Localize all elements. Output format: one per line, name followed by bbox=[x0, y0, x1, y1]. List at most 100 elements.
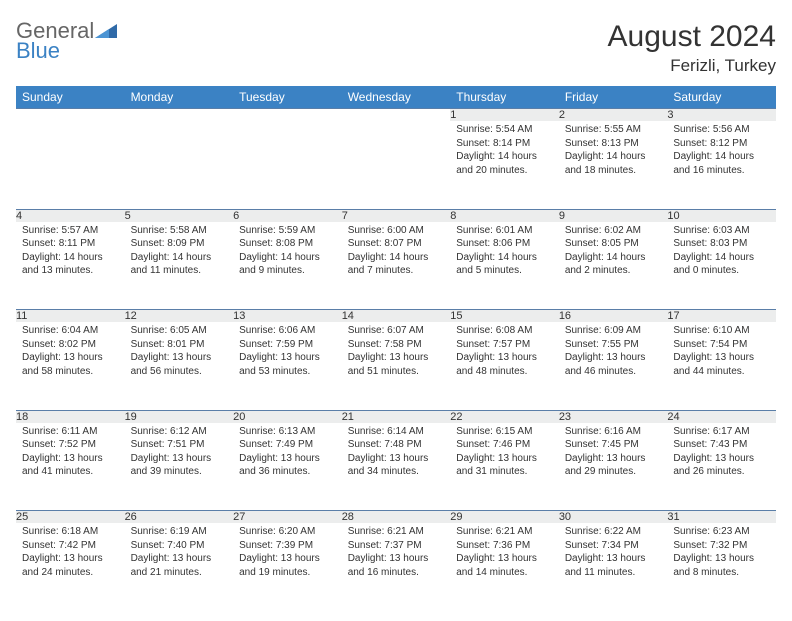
sunset-text: Sunset: 8:01 PM bbox=[131, 338, 228, 352]
sunrise-text: Sunrise: 5:55 AM bbox=[565, 123, 662, 137]
sunset-text: Sunset: 7:37 PM bbox=[348, 539, 445, 553]
day-cell: Sunrise: 6:16 AMSunset: 7:45 PMDaylight:… bbox=[559, 423, 668, 511]
sunrise-text: Sunrise: 6:01 AM bbox=[456, 224, 553, 238]
day-number-row: 18192021222324 bbox=[16, 410, 776, 423]
daylight-text: and 9 minutes. bbox=[239, 264, 336, 278]
sunrise-text: Sunrise: 6:06 AM bbox=[239, 324, 336, 338]
day-content-row: Sunrise: 5:54 AMSunset: 8:14 PMDaylight:… bbox=[16, 121, 776, 209]
daylight-text: Daylight: 13 hours bbox=[22, 351, 119, 365]
day-number: 2 bbox=[559, 109, 668, 122]
day-cell: Sunrise: 6:21 AMSunset: 7:36 PMDaylight:… bbox=[450, 523, 559, 611]
daylight-text: and 5 minutes. bbox=[456, 264, 553, 278]
daylight-text: and 44 minutes. bbox=[673, 365, 770, 379]
day-cell: Sunrise: 6:00 AMSunset: 8:07 PMDaylight:… bbox=[342, 222, 451, 310]
sunset-text: Sunset: 8:14 PM bbox=[456, 137, 553, 151]
day-cell: Sunrise: 6:22 AMSunset: 7:34 PMDaylight:… bbox=[559, 523, 668, 611]
day-number: 29 bbox=[450, 511, 559, 524]
daylight-text: Daylight: 13 hours bbox=[131, 552, 228, 566]
day-cell: Sunrise: 6:05 AMSunset: 8:01 PMDaylight:… bbox=[125, 322, 234, 410]
sunset-text: Sunset: 7:34 PM bbox=[565, 539, 662, 553]
sunrise-text: Sunrise: 6:17 AM bbox=[673, 425, 770, 439]
sunset-text: Sunset: 7:49 PM bbox=[239, 438, 336, 452]
sunset-text: Sunset: 8:13 PM bbox=[565, 137, 662, 151]
day-cell: Sunrise: 6:10 AMSunset: 7:54 PMDaylight:… bbox=[667, 322, 776, 410]
weekday-header: Friday bbox=[559, 86, 668, 109]
daylight-text: Daylight: 14 hours bbox=[22, 251, 119, 265]
daylight-text: Daylight: 13 hours bbox=[22, 452, 119, 466]
sunrise-text: Sunrise: 5:58 AM bbox=[131, 224, 228, 238]
day-cell: Sunrise: 6:11 AMSunset: 7:52 PMDaylight:… bbox=[16, 423, 125, 511]
day-number: 28 bbox=[342, 511, 451, 524]
daylight-text: and 13 minutes. bbox=[22, 264, 119, 278]
day-cell bbox=[16, 121, 125, 209]
empty-day bbox=[233, 109, 342, 122]
sunset-text: Sunset: 7:43 PM bbox=[673, 438, 770, 452]
sunrise-text: Sunrise: 6:21 AM bbox=[456, 525, 553, 539]
daylight-text: Daylight: 13 hours bbox=[131, 452, 228, 466]
daylight-text: Daylight: 13 hours bbox=[673, 552, 770, 566]
daylight-text: Daylight: 14 hours bbox=[673, 150, 770, 164]
weekday-header: Wednesday bbox=[342, 86, 451, 109]
daylight-text: and 31 minutes. bbox=[456, 465, 553, 479]
daylight-text: and 58 minutes. bbox=[22, 365, 119, 379]
daylight-text: Daylight: 13 hours bbox=[239, 552, 336, 566]
day-cell: Sunrise: 6:07 AMSunset: 7:58 PMDaylight:… bbox=[342, 322, 451, 410]
day-content-row: Sunrise: 5:57 AMSunset: 8:11 PMDaylight:… bbox=[16, 222, 776, 310]
daylight-text: and 56 minutes. bbox=[131, 365, 228, 379]
sunrise-text: Sunrise: 6:03 AM bbox=[673, 224, 770, 238]
day-number: 23 bbox=[559, 410, 668, 423]
sunset-text: Sunset: 8:02 PM bbox=[22, 338, 119, 352]
day-number: 24 bbox=[667, 410, 776, 423]
day-cell: Sunrise: 5:55 AMSunset: 8:13 PMDaylight:… bbox=[559, 121, 668, 209]
day-number: 16 bbox=[559, 310, 668, 323]
daylight-text: Daylight: 13 hours bbox=[348, 351, 445, 365]
daylight-text: Daylight: 13 hours bbox=[565, 452, 662, 466]
day-number-row: 123 bbox=[16, 109, 776, 122]
daylight-text: and 26 minutes. bbox=[673, 465, 770, 479]
daylight-text: and 24 minutes. bbox=[22, 566, 119, 580]
sunrise-text: Sunrise: 5:59 AM bbox=[239, 224, 336, 238]
sunset-text: Sunset: 8:05 PM bbox=[565, 237, 662, 251]
sunset-text: Sunset: 8:08 PM bbox=[239, 237, 336, 251]
day-cell: Sunrise: 6:04 AMSunset: 8:02 PMDaylight:… bbox=[16, 322, 125, 410]
sunset-text: Sunset: 7:58 PM bbox=[348, 338, 445, 352]
day-cell: Sunrise: 6:20 AMSunset: 7:39 PMDaylight:… bbox=[233, 523, 342, 611]
daylight-text: and 21 minutes. bbox=[131, 566, 228, 580]
empty-day bbox=[125, 109, 234, 122]
sunset-text: Sunset: 7:51 PM bbox=[131, 438, 228, 452]
day-cell: Sunrise: 6:21 AMSunset: 7:37 PMDaylight:… bbox=[342, 523, 451, 611]
day-cell: Sunrise: 5:59 AMSunset: 8:08 PMDaylight:… bbox=[233, 222, 342, 310]
title-block: August 2024 Ferizli, Turkey bbox=[608, 20, 776, 76]
daylight-text: Daylight: 14 hours bbox=[348, 251, 445, 265]
weekday-header: Monday bbox=[125, 86, 234, 109]
daylight-text: and 18 minutes. bbox=[565, 164, 662, 178]
sunset-text: Sunset: 7:45 PM bbox=[565, 438, 662, 452]
sunset-text: Sunset: 8:07 PM bbox=[348, 237, 445, 251]
day-content-row: Sunrise: 6:04 AMSunset: 8:02 PMDaylight:… bbox=[16, 322, 776, 410]
daylight-text: and 11 minutes. bbox=[565, 566, 662, 580]
day-content-row: Sunrise: 6:11 AMSunset: 7:52 PMDaylight:… bbox=[16, 423, 776, 511]
calendar-page: GeneralBlue August 2024 Ferizli, Turkey … bbox=[0, 0, 792, 621]
sunset-text: Sunset: 7:36 PM bbox=[456, 539, 553, 553]
sunset-text: Sunset: 7:48 PM bbox=[348, 438, 445, 452]
day-number: 15 bbox=[450, 310, 559, 323]
day-cell: Sunrise: 6:15 AMSunset: 7:46 PMDaylight:… bbox=[450, 423, 559, 511]
sunrise-text: Sunrise: 6:12 AM bbox=[131, 425, 228, 439]
sunrise-text: Sunrise: 6:19 AM bbox=[131, 525, 228, 539]
daylight-text: Daylight: 13 hours bbox=[348, 552, 445, 566]
day-cell: Sunrise: 5:56 AMSunset: 8:12 PMDaylight:… bbox=[667, 121, 776, 209]
sunrise-text: Sunrise: 6:13 AM bbox=[239, 425, 336, 439]
daylight-text: and 36 minutes. bbox=[239, 465, 336, 479]
day-cell: Sunrise: 6:09 AMSunset: 7:55 PMDaylight:… bbox=[559, 322, 668, 410]
day-number: 17 bbox=[667, 310, 776, 323]
day-cell: Sunrise: 5:57 AMSunset: 8:11 PMDaylight:… bbox=[16, 222, 125, 310]
day-cell: Sunrise: 6:12 AMSunset: 7:51 PMDaylight:… bbox=[125, 423, 234, 511]
sunrise-text: Sunrise: 6:18 AM bbox=[22, 525, 119, 539]
logo: GeneralBlue bbox=[16, 20, 117, 62]
sunset-text: Sunset: 7:46 PM bbox=[456, 438, 553, 452]
weekday-header-row: Sunday Monday Tuesday Wednesday Thursday… bbox=[16, 86, 776, 109]
day-cell: Sunrise: 6:19 AMSunset: 7:40 PMDaylight:… bbox=[125, 523, 234, 611]
sunset-text: Sunset: 7:39 PM bbox=[239, 539, 336, 553]
logo-text-2: Blue bbox=[16, 40, 117, 62]
month-title: August 2024 bbox=[608, 20, 776, 54]
